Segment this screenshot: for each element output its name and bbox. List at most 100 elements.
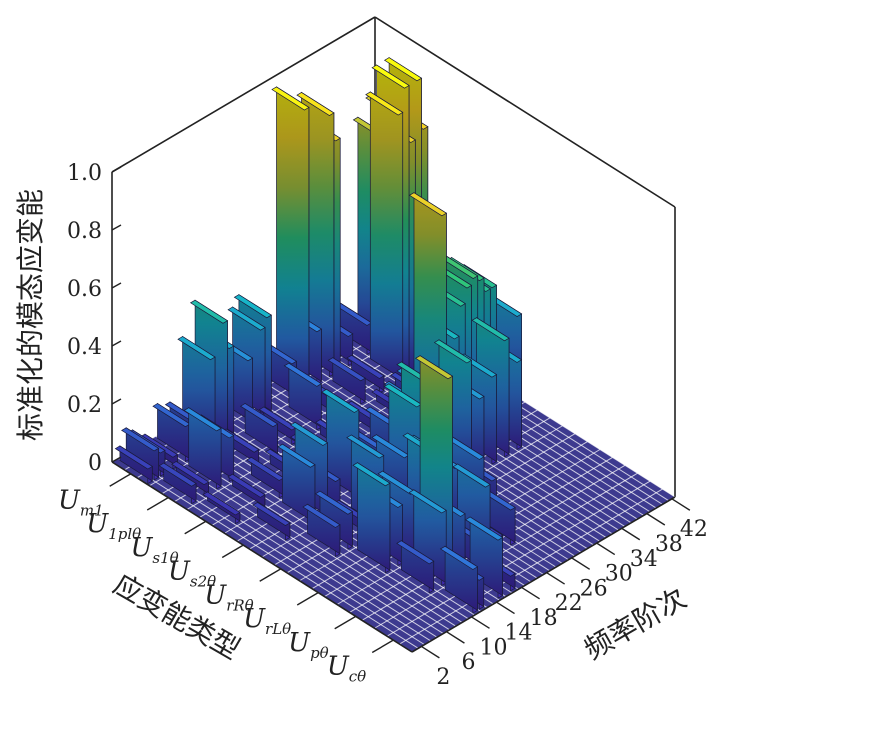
z-tick-label: 0.8 <box>67 219 102 244</box>
bar-top-face <box>346 434 385 459</box>
bar-top-face <box>271 86 310 111</box>
bar <box>365 91 404 383</box>
y-tick-label: Us1θ <box>131 533 179 567</box>
y-tick-label: Us2θ <box>168 557 216 591</box>
z-tick-label: 0.4 <box>67 335 102 360</box>
x-tick-mark <box>421 645 440 659</box>
y-tick-mark <box>334 615 357 630</box>
bar-top-face <box>289 421 329 446</box>
x-tick-label: 30 <box>605 562 633 587</box>
bar <box>121 427 160 481</box>
y-tick-label: UrRθ <box>204 580 253 614</box>
bar-top-face <box>302 503 341 528</box>
bar-top-face <box>114 445 153 470</box>
z-tick-mark <box>111 224 122 231</box>
bar-top-face <box>296 91 335 117</box>
bar <box>283 362 322 431</box>
y-tick-mark <box>146 497 169 511</box>
z-tick-mark <box>111 456 122 463</box>
z-tick-mark <box>111 398 122 405</box>
bar-top-face <box>452 463 491 488</box>
bar-top-face <box>314 490 354 515</box>
bar-top-face <box>202 491 241 516</box>
z-axis-title: 标准化的模态应变能 <box>14 189 47 441</box>
x-tick-label: 38 <box>655 532 683 557</box>
bar <box>202 491 241 525</box>
bar-top-face <box>252 501 291 527</box>
x-tick-mark <box>671 498 691 511</box>
bar-top-face <box>227 306 266 331</box>
x-tick-label: 2 <box>436 665 450 690</box>
bar <box>327 357 366 405</box>
y-tick-mark <box>184 520 207 535</box>
y-tick-label: Ucθ <box>327 652 366 686</box>
y-tick-label: Upθ <box>288 628 329 662</box>
x-tick-mark <box>571 557 591 570</box>
x-tick-label: 26 <box>580 576 608 601</box>
bar <box>396 540 435 594</box>
x-tick-mark <box>621 527 641 541</box>
x-tick-mark <box>546 572 566 585</box>
bar <box>171 460 210 497</box>
x-tick-mark <box>646 513 666 526</box>
bar-top-face <box>171 461 210 486</box>
z-tick-mark <box>111 340 122 347</box>
y-tick-mark <box>221 544 244 559</box>
bars-group <box>114 56 523 614</box>
y-tick-mark <box>109 473 132 487</box>
z-tick-label: 1.0 <box>67 161 102 186</box>
bar-top-face <box>233 294 272 319</box>
bar-top-face <box>439 545 479 570</box>
x-tick-label: 34 <box>630 547 658 572</box>
bar <box>183 407 222 490</box>
x-tick-mark <box>446 631 465 644</box>
z-tick-mark <box>111 166 122 173</box>
bar <box>271 86 310 393</box>
bar-side-face <box>369 91 404 380</box>
bar <box>439 545 479 614</box>
x-tick-label: 14 <box>505 621 533 646</box>
bar-top-face <box>183 407 222 432</box>
y-tick-label: Um1 <box>58 485 104 519</box>
box-top-back-edge <box>111 16 376 173</box>
bar <box>296 91 335 378</box>
bar-top-face <box>327 357 366 382</box>
x-tick-mark <box>596 542 616 556</box>
bar <box>158 462 197 505</box>
z-tick-label: 0.6 <box>67 277 102 302</box>
box-top-right-edge <box>374 16 676 208</box>
x-tick-mark <box>471 616 490 629</box>
bar-top-face <box>189 299 229 324</box>
bar-top-face <box>283 362 322 387</box>
bar-side-face <box>276 86 310 390</box>
bar-top-face <box>239 403 279 428</box>
bar <box>252 501 291 541</box>
bar-top-face <box>383 57 423 82</box>
bar <box>302 503 341 558</box>
bar <box>239 402 279 457</box>
y-axis-line <box>111 461 413 653</box>
bar-top-face <box>464 516 504 541</box>
bar <box>346 354 385 394</box>
bar <box>114 445 153 485</box>
bar-top-face <box>371 64 410 89</box>
bar-top-face <box>177 336 216 361</box>
y-tick-mark <box>296 592 319 606</box>
bar-top-face <box>346 354 385 379</box>
floor-grid-line <box>399 488 663 645</box>
z-tick-label: 0.2 <box>67 393 102 418</box>
x-tick-label: 18 <box>530 606 558 631</box>
floor-grid-line <box>386 480 651 637</box>
y-tick-mark <box>371 639 394 654</box>
bar <box>352 462 391 574</box>
y-tick-label: U1plθ <box>86 509 141 543</box>
bar-top-face <box>408 489 447 514</box>
x-axis-line <box>411 496 676 653</box>
bar-top-face <box>396 540 435 565</box>
plot-box-front <box>111 461 676 653</box>
y-tick-mark <box>259 568 282 582</box>
z-axis-ticks: 0 0.2 0.4 0.6 0.8 1.0 <box>67 161 122 476</box>
